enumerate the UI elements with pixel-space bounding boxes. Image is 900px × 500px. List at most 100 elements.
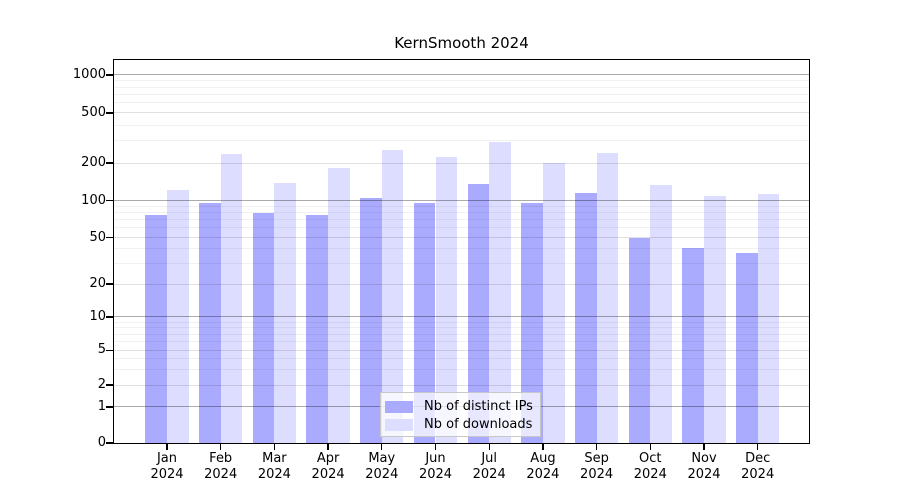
y-tick-label: 20 [89,276,106,292]
x-axis-tick [542,443,544,450]
bar-downloads-nov [704,196,726,443]
y-axis-tick [106,237,114,239]
y-tick-label: 500 [81,104,106,120]
bar-downloads-feb [220,153,243,443]
y-axis-tick [106,442,114,444]
major-gridline [114,283,809,285]
y-axis-tick [106,406,114,408]
minor-gridline [114,80,809,82]
y-tick-label: 100 [81,192,106,208]
bar-distinct-ips-jun [413,202,436,443]
x-tick-label-jan: Jan 2024 [150,451,184,482]
minor-gridline [114,219,809,221]
chart-title: KernSmooth 2024 [394,34,529,52]
minor-gridline [114,140,809,142]
x-tick-label-jun: Jun 2024 [418,451,453,482]
y-tick-label: 10 [89,308,106,324]
y-tick-label: 2 [97,377,106,393]
x-tick-label-aug: Aug 2024 [526,451,560,482]
x-tick-label-mar: Mar 2024 [257,451,291,482]
legend-label-downloads: Nb of downloads [424,417,533,432]
minor-gridline [114,205,809,207]
bar-distinct-ips-nov [682,247,704,443]
x-tick-label-feb: Feb 2024 [204,451,238,482]
bar-distinct-ips-dec [736,252,758,443]
x-axis-tick [757,443,759,450]
minor-gridline [114,369,809,371]
bar-downloads-sep [596,153,619,443]
bar-distinct-ips-sep [574,193,597,443]
bar-distinct-ips-oct [628,237,651,443]
major-gridline [114,384,809,386]
x-tick-label-oct: Oct 2024 [633,451,667,482]
minor-gridline [114,358,809,360]
y-axis-tick [106,112,114,114]
y-axis-tick [106,316,114,318]
bar-downloads-aug [542,163,565,443]
y-tick-label: 1000 [72,66,106,82]
bar-distinct-ips-jul [467,183,490,443]
x-axis-tick [166,443,168,450]
minor-gridline [114,227,809,229]
major-gridline [114,200,809,202]
bar-downloads-jun [435,156,458,443]
major-gridline [114,237,809,239]
x-axis-tick [327,443,329,450]
y-axis-tick [106,384,114,386]
y-axis-tick [106,74,114,76]
y-axis-tick [106,283,114,285]
major-gridline [114,162,809,164]
x-tick-label-apr: Apr 2024 [311,451,345,482]
minor-gridline [114,102,809,104]
minor-gridline [114,86,809,88]
bar-distinct-ips-apr [306,214,329,443]
bar-downloads-dec [757,194,780,443]
y-tick-label: 200 [81,155,106,171]
legend-item-downloads: Nb of downloads [385,416,540,434]
minor-gridline [114,124,809,126]
y-axis-tick [106,349,114,351]
y-tick-label: 5 [97,342,106,358]
y-axis-tick [106,162,114,164]
legend-label-distinct-ips: Nb of distinct IPs [424,399,533,414]
x-axis-tick [273,443,276,450]
plot-area [113,59,810,444]
x-axis-tick [703,443,705,450]
x-tick-label-nov: Nov 2024 [687,451,721,482]
bar-distinct-ips-aug [521,202,543,443]
bar-distinct-ips-may [360,197,382,443]
x-axis-tick [488,443,490,450]
minor-gridline [114,212,809,214]
legend-item-distinct-ips: Nb of distinct IPs [385,398,540,416]
major-gridline [114,74,809,76]
minor-gridline [114,263,809,265]
bar-downloads-may [381,149,404,443]
major-gridline [114,349,809,351]
x-tick-label-dec: Dec 2024 [741,451,775,482]
minor-gridline [114,321,809,323]
y-tick-label: 50 [89,229,106,245]
x-axis-tick [220,443,222,450]
bar-downloads-mar [274,183,297,443]
legend: Nb of distinct IPs Nb of downloads [380,392,541,437]
bar-distinct-ips-feb [199,203,221,443]
y-tick-label: 1 [97,398,106,414]
x-tick-label-sep: Sep 2024 [580,451,614,482]
minor-gridline [114,93,809,95]
bar-downloads-jan [167,190,189,443]
minor-gridline [114,248,809,250]
x-axis-tick [381,443,383,450]
minor-gridline [114,341,809,343]
y-tick-label: 0 [97,435,106,450]
bar-distinct-ips-jan [145,215,167,443]
bar-downloads-jul [489,141,511,443]
bar-distinct-ips-mar [252,213,275,443]
bar-downloads-apr [328,168,350,443]
x-tick-label-jul: Jul 2024 [472,451,506,482]
minor-gridline [114,327,809,329]
major-gridline [114,316,809,318]
minor-gridline [114,333,809,335]
x-tick-label-may: May 2024 [365,451,399,482]
legend-swatch-distinct-ips [385,401,413,413]
